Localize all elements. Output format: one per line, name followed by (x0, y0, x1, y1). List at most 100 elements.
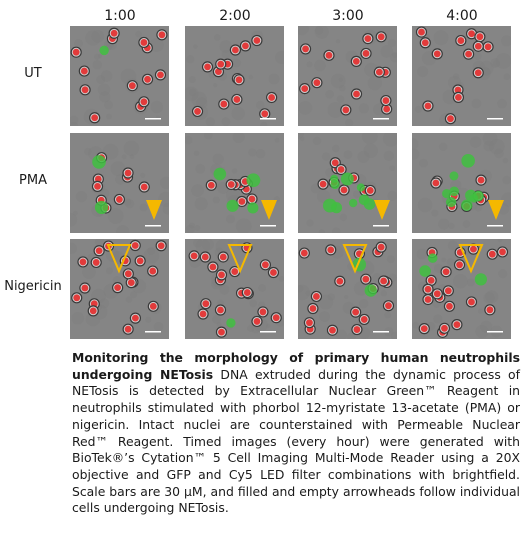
red-nucleus (199, 310, 207, 318)
scale-bar (487, 118, 503, 120)
micrograph-ut-2 (185, 26, 284, 126)
figure-caption: Monitoring the morphology of primary hum… (72, 350, 520, 517)
red-nucleus (114, 284, 122, 292)
red-nucleus (95, 247, 103, 255)
red-nucleus (238, 198, 246, 205)
red-nucleus (140, 39, 148, 46)
red-nucleus (329, 326, 336, 334)
red-nucleus (204, 63, 211, 71)
red-nucleus (253, 318, 261, 325)
red-nucleus (306, 319, 313, 327)
red-nucleus (364, 35, 372, 43)
red-nucleus (124, 169, 132, 177)
red-nucleus (313, 79, 321, 87)
empty-arrowhead (227, 244, 253, 274)
red-nucleus (149, 302, 157, 310)
scale-bar (260, 331, 276, 333)
micrograph-ut-4 (412, 26, 511, 126)
red-nucleus (454, 86, 462, 94)
red-nucleus (421, 39, 429, 47)
red-nucleus (248, 195, 256, 203)
red-nucleus (235, 76, 243, 84)
scale-bar (145, 331, 161, 333)
empty-arrowhead (106, 244, 132, 274)
red-nucleus (144, 75, 151, 83)
red-nucleus (272, 314, 280, 322)
red-nucleus (375, 68, 383, 76)
scale-bar (373, 225, 389, 227)
red-nucleus (309, 305, 317, 312)
red-nucleus (140, 98, 148, 106)
red-nucleus (383, 105, 391, 113)
green-dna (449, 171, 459, 181)
red-nucleus (385, 302, 392, 310)
red-nucleus (201, 253, 209, 261)
red-nucleus (81, 86, 89, 94)
red-nucleus (231, 268, 239, 275)
red-nucleus (447, 115, 454, 123)
red-nucleus (218, 328, 225, 336)
red-nucleus (362, 275, 370, 283)
red-nucleus (331, 159, 339, 167)
red-nucleus (468, 30, 475, 38)
caption-title: Monitoring the morphology of primary hum… (72, 350, 520, 382)
red-nucleus (362, 50, 370, 57)
red-nucleus (131, 242, 139, 249)
empty-arrowhead (342, 244, 368, 274)
red-nucleus (353, 90, 360, 98)
red-nucleus (253, 37, 261, 44)
red-nucleus (433, 50, 441, 58)
empty-arrowhead (458, 244, 484, 274)
red-nucleus (89, 307, 97, 315)
micrograph-ut-1 (70, 26, 169, 126)
red-nucleus (418, 28, 425, 36)
red-nucleus (313, 293, 320, 300)
red-nucleus (301, 85, 309, 92)
time-header-1: 1:00 (104, 8, 136, 24)
red-nucleus (79, 258, 87, 266)
red-nucleus (453, 321, 461, 329)
red-nucleus (217, 306, 224, 314)
scale-bar (487, 331, 503, 333)
micrograph-pma-4 (412, 133, 511, 233)
red-nucleus (136, 257, 144, 265)
red-nucleus (300, 249, 308, 257)
red-nucleus (382, 97, 390, 104)
green-dna (213, 167, 227, 181)
red-nucleus (127, 279, 135, 287)
red-nucleus (94, 182, 101, 190)
green-dna (469, 194, 479, 203)
scale-bar (145, 118, 161, 120)
red-nucleus (157, 71, 164, 79)
red-nucleus (420, 325, 428, 333)
red-nucleus (218, 271, 225, 279)
scale-bar (260, 118, 276, 120)
red-nucleus (219, 253, 227, 261)
micrograph-pma-1 (70, 133, 169, 233)
red-nucleus (424, 296, 432, 303)
red-nucleus (468, 298, 475, 306)
red-nucleus (319, 180, 327, 188)
red-nucleus (149, 267, 157, 275)
red-nucleus (327, 246, 335, 254)
micrograph-nigericin-2 (185, 239, 284, 339)
red-nucleus (92, 259, 100, 266)
scale-bar (373, 118, 389, 120)
scale-bar (373, 331, 389, 333)
red-nucleus (337, 166, 345, 173)
red-nucleus (157, 242, 165, 250)
green-dna (427, 253, 438, 263)
red-nucleus (231, 46, 239, 54)
red-nucleus (217, 60, 225, 68)
red-nucleus (91, 114, 99, 122)
red-nucleus (441, 324, 448, 332)
red-nucleus (194, 108, 201, 115)
red-nucleus (94, 175, 102, 183)
red-nucleus (124, 325, 132, 333)
red-nucleus (262, 261, 269, 269)
red-nucleus (484, 43, 492, 51)
red-nucleus (444, 287, 452, 295)
red-nucleus (242, 42, 249, 50)
red-nucleus (270, 269, 277, 276)
row-label-pma: PMA (19, 173, 47, 188)
